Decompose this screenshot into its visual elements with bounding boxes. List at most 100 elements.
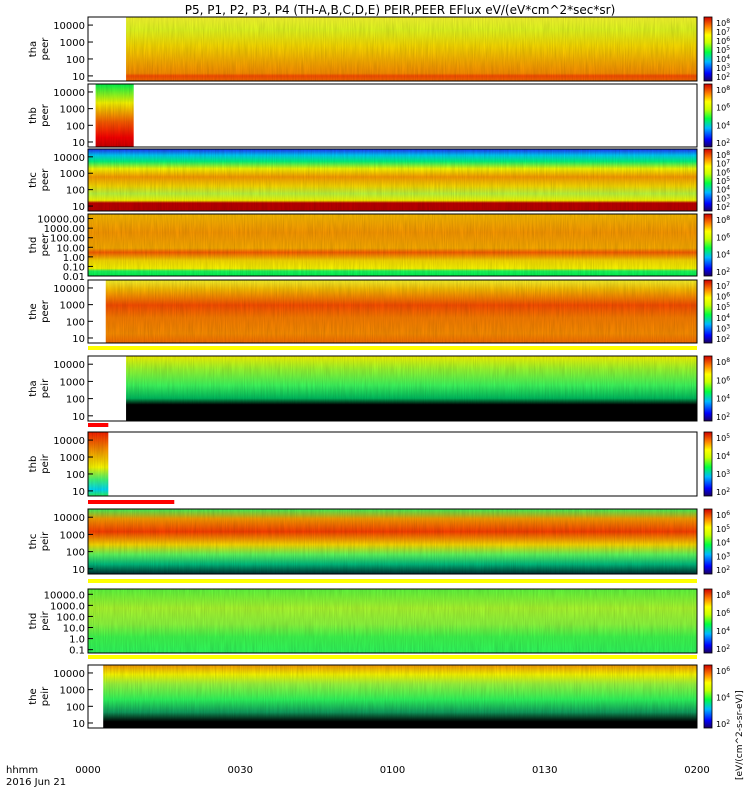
y-tick-label: 100.00: [50, 234, 85, 245]
colorbar-tick-label: 107: [716, 27, 730, 37]
panel-probe-label: thd: [28, 237, 39, 254]
y-tick-label: 10: [72, 72, 85, 83]
colorbar-scale: [703, 16, 713, 82]
colorbar-tick-label: 102: [716, 72, 730, 82]
panel-probe-label: tha: [28, 380, 39, 396]
x-tick-labels: 0000 0030 0100 0130 0200: [75, 723, 710, 776]
spectrogram-texture: [95, 84, 134, 147]
x-tick-label: 0200: [684, 765, 709, 776]
colorbar-tick-label: 106: [716, 292, 730, 302]
colorbar: 105 104 103 102: [703, 431, 730, 497]
y-tick-label: 10000: [53, 153, 85, 164]
data-quality-bar: [88, 500, 175, 504]
y-tick-label: 10000.0: [44, 590, 85, 601]
colorbar-tick-label: 102: [716, 334, 730, 344]
data-quality-bar: [88, 423, 109, 427]
y-tick-label: 10: [72, 138, 85, 149]
colorbar-scale: [703, 355, 713, 422]
panel-type-label: peer: [40, 299, 51, 323]
y-tick-label: 10: [72, 719, 85, 730]
colorbar-tick-label: 104: [716, 626, 730, 636]
colorbar: 108 106 104 102: [703, 83, 730, 148]
plot-frame: [87, 588, 698, 654]
colorbar-scale: [703, 83, 713, 148]
y-tick-label: 1000: [60, 453, 85, 464]
y-tick-label: 10000: [53, 21, 85, 32]
x-tick-label: 0000: [75, 765, 100, 776]
colorbar: 106 104 102: [703, 664, 730, 729]
y-tick-label: 100: [66, 55, 85, 66]
panel-type-label: peer: [40, 37, 51, 61]
y-tick-label: 1000.0: [50, 601, 85, 612]
panel-probe-label: tha: [28, 41, 39, 57]
colorbar-tick-label: 104: [716, 185, 730, 195]
colorbar-scale: [703, 664, 713, 729]
colorbar-scale: [703, 279, 713, 344]
spectrogram-texture: [88, 149, 697, 211]
y-tick-label: 0.01: [63, 272, 85, 283]
colorbar: 108 106 104 102: [703, 355, 730, 422]
figure-title-text: P5, P1, P2, P3, P4 (TH-A,B,C,D,E) PEIR,P…: [185, 3, 616, 17]
colorbar-scale: [703, 508, 713, 575]
panel-probe-label: thc: [28, 172, 39, 188]
data-quality-bar: [88, 655, 697, 659]
y-tick-label: 10: [72, 487, 85, 498]
colorbar-tick-label: 108: [716, 590, 730, 600]
spectrogram-texture: [126, 17, 697, 81]
plot-frame: [87, 508, 698, 575]
colorbar-tick-label: 102: [716, 644, 730, 654]
colorbar-tick-label: 105: [716, 524, 730, 534]
y-tick-label: 1000.00: [44, 224, 85, 235]
colorbar-tick-label: 105: [716, 45, 730, 55]
y-tick-label: 1.0: [69, 635, 85, 646]
y-tick-label: 1000: [60, 105, 85, 116]
colorbar-scale: [703, 431, 713, 497]
panel-probe-label: the: [28, 303, 39, 319]
y-tick-label: 0.1: [69, 646, 85, 657]
y-tick-label: 10000: [53, 88, 85, 99]
figure-title: P5, P1, P2, P3, P4 (TH-A,B,C,D,E) PEIR,P…: [185, 3, 616, 17]
x-axis: hhmm 2016 Jun 21 0000 0030 0100 0130 0200: [6, 723, 710, 788]
colorbar-tick-label: 104: [716, 394, 730, 404]
panel-tha-peer: 10000 1000 100 10 tha peer 1081071061051041031…: [28, 16, 730, 83]
plot-area: [88, 432, 697, 496]
spectrogram-texture: [126, 356, 697, 421]
panel-probe-label: the: [28, 688, 39, 704]
y-tick-label: 10000: [53, 436, 85, 447]
y-tick-label: 10000: [53, 513, 85, 524]
colorbar-tick-label: 103: [716, 323, 730, 333]
colorbar-tick-label: 105: [716, 302, 730, 312]
y-tick-label: 10000: [53, 360, 85, 371]
colorbar-tick-label: 108: [716, 85, 730, 95]
plot-frame: [87, 279, 698, 344]
colorbar-tick-label: 102: [716, 565, 730, 575]
y-tick-label: 100: [66, 470, 85, 481]
plot-area: [88, 84, 697, 147]
colorbar-tick-label: 103: [716, 469, 730, 479]
spectrogram-texture: [88, 509, 697, 574]
panel-type-label: peer: [40, 233, 51, 257]
plot-frame: [87, 213, 698, 277]
colorbar-tick-label: 102: [716, 267, 730, 277]
panel-probe-label: thd: [28, 613, 39, 630]
date-label: 2016 Jun 21: [6, 777, 66, 788]
colorbar-tick-label: 102: [716, 719, 730, 729]
colorbar-tick-label: 106: [716, 232, 730, 242]
colorbar-tick-label: 104: [716, 250, 730, 260]
panel-probe-label: thb: [28, 456, 39, 473]
y-tick-label: 100: [66, 702, 85, 713]
y-tick-label: 1000: [60, 169, 85, 180]
colorbar-tick-label: 106: [716, 608, 730, 618]
spectrogram-texture: [88, 589, 697, 653]
y-tick-label: 100: [66, 121, 85, 132]
y-tick-label: 1000: [60, 530, 85, 541]
x-axis-label: hhmm: [6, 765, 38, 776]
y-tick-label: 10000.00: [37, 215, 85, 226]
colorbar-tick-label: 104: [716, 54, 730, 64]
colorbar-tick-label: 106: [716, 510, 730, 520]
